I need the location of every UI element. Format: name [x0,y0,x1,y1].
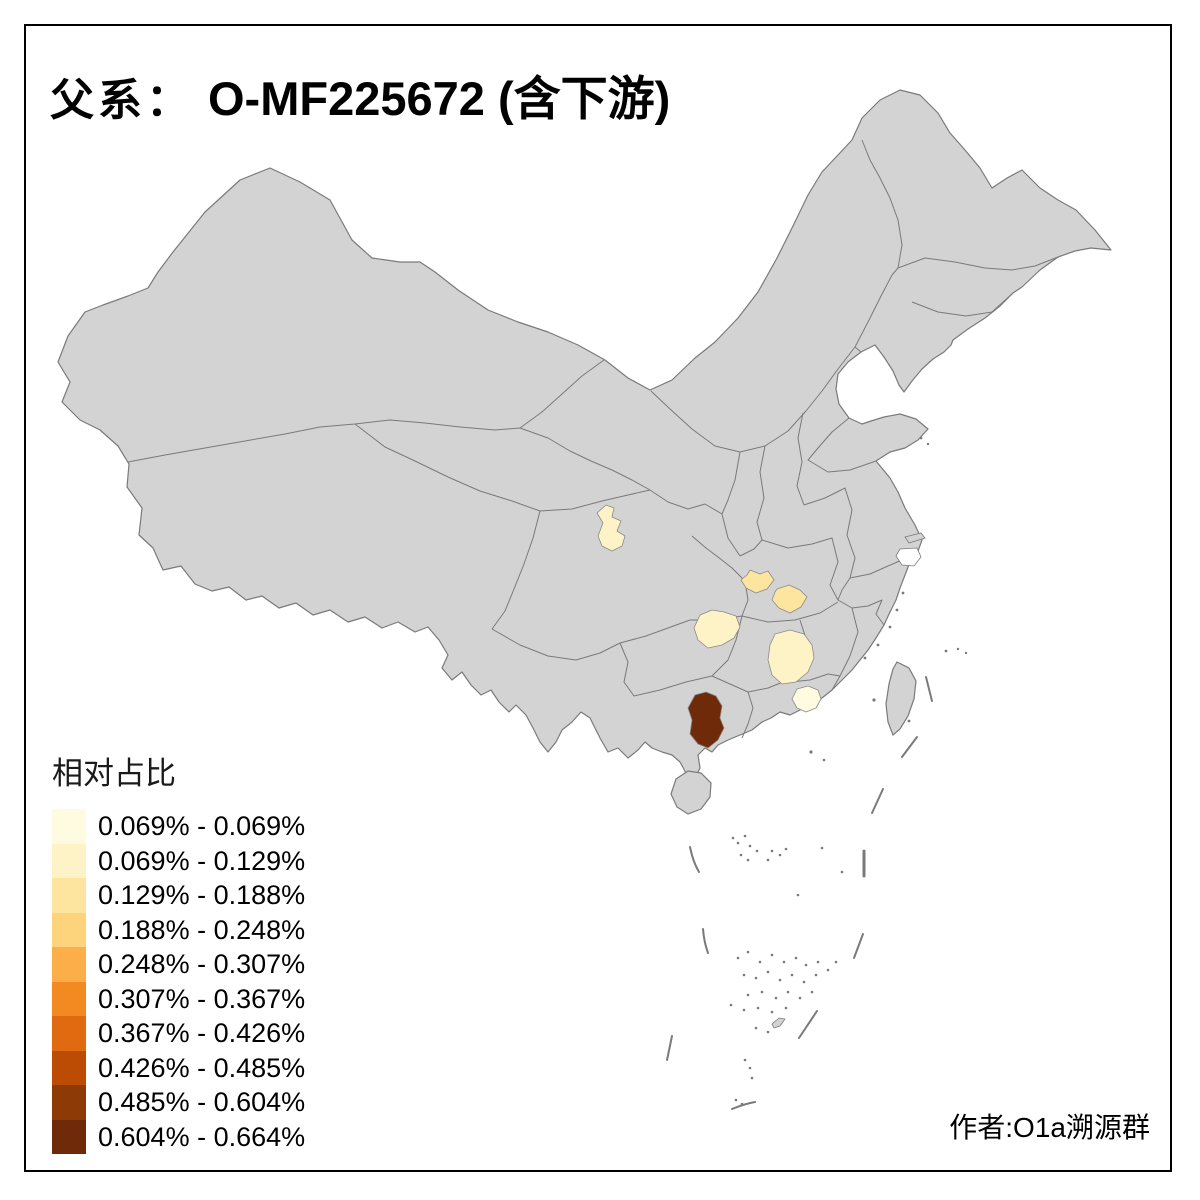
legend-label: 0.307% - 0.367% [98,983,306,1014]
small-island-dots [729,436,968,1106]
nine-dash-line [666,676,933,1110]
chongming-island [904,532,926,544]
legend-swatch [52,809,86,844]
legend-label: 0.485% - 0.604% [98,1087,306,1117]
page-title: 父系： O-MF225672 (含下游) [50,60,670,129]
hainan-island [670,770,712,815]
legend-swatch [52,912,86,947]
author-credit: 作者:O1a溯源群 [949,1112,1150,1143]
legend-swatch [52,1050,86,1085]
taiwan-island [885,661,917,737]
highlighted-region [771,584,808,614]
legend-row: 0.307% - 0.367% [52,981,306,1016]
legend-swatch [52,981,86,1016]
legend-swatch [52,1085,86,1120]
legend-row: 0.069% - 0.069% [52,809,305,844]
legend-label: 0.069% - 0.129% [98,845,306,876]
legend-label: 0.069% - 0.069% [98,811,306,841]
highlighted-regions [596,504,822,749]
highlighted-region [687,691,725,749]
mainland-china [57,89,1112,779]
south-sea-island [771,1017,786,1029]
legend-rows: 0.069% - 0.069% 0.069% - 0.129% 0.129% -… [52,809,305,1154]
legend-swatch [52,843,86,878]
legend-label: 0.248% - 0.307% [98,949,306,979]
legend-label: 0.129% - 0.188% [98,880,306,910]
highlighted-region [596,504,626,552]
highlighted-region [791,685,822,713]
legend-row: 0.485% - 0.604% [52,1085,305,1120]
legend-label: 0.604% - 0.664% [98,1121,306,1152]
legend-row: 0.188% - 0.248% [52,912,306,947]
province-borders [127,139,1059,739]
title-prefix: 父系： [50,76,194,125]
highlighted-region [693,609,741,649]
highlighted-region [740,569,775,594]
legend-swatch [52,947,86,982]
legend: 相对占比 0.069% - 0.069% 0.069% - 0.129% 0.1… [52,748,305,1154]
legend-row: 0.069% - 0.129% [52,843,306,878]
legend-row: 0.426% - 0.485% [52,1050,306,1085]
highlighted-region [767,629,815,685]
legend-swatch [52,878,86,913]
legend-row: 0.129% - 0.188% [52,878,305,913]
legend-label: 0.188% - 0.248% [98,914,306,945]
legend-row: 0.367% - 0.426% [52,1016,305,1051]
legend-label: 0.426% - 0.485% [98,1052,306,1083]
legend-row: 0.248% - 0.307% [52,947,305,982]
legend-title: 相对占比 [52,756,176,791]
legend-row: 0.604% - 0.664% [52,1119,306,1154]
legend-swatch [52,1119,86,1154]
taihu-lake [895,547,922,567]
legend-label: 0.367% - 0.426% [98,1018,306,1048]
legend-swatch [52,1016,86,1051]
title-main: O-MF225672 (含下游) [208,72,671,125]
